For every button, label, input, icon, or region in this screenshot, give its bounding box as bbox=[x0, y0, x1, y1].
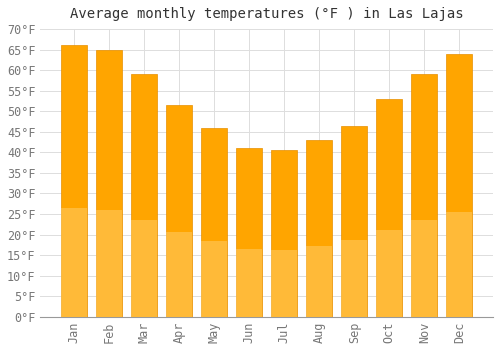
Title: Average monthly temperatures (°F ) in Las Lajas: Average monthly temperatures (°F ) in La… bbox=[70, 7, 464, 21]
Bar bbox=[96, 50, 122, 317]
Bar bbox=[446, 54, 472, 317]
Bar bbox=[131, 220, 157, 317]
Bar bbox=[376, 99, 402, 317]
Bar bbox=[271, 150, 297, 317]
Bar bbox=[411, 74, 438, 317]
Bar bbox=[61, 46, 87, 317]
Bar bbox=[201, 128, 228, 317]
Bar bbox=[131, 74, 157, 317]
Bar bbox=[306, 246, 332, 317]
Bar bbox=[272, 250, 297, 317]
Bar bbox=[306, 140, 332, 317]
Bar bbox=[342, 240, 367, 317]
Bar bbox=[376, 230, 402, 317]
Bar bbox=[341, 126, 367, 317]
Bar bbox=[166, 105, 192, 317]
Bar bbox=[236, 250, 262, 317]
Bar bbox=[202, 241, 227, 317]
Bar bbox=[412, 220, 437, 317]
Bar bbox=[236, 148, 262, 317]
Bar bbox=[96, 210, 122, 317]
Bar bbox=[446, 212, 472, 317]
Bar bbox=[166, 232, 192, 317]
Bar bbox=[61, 208, 87, 317]
